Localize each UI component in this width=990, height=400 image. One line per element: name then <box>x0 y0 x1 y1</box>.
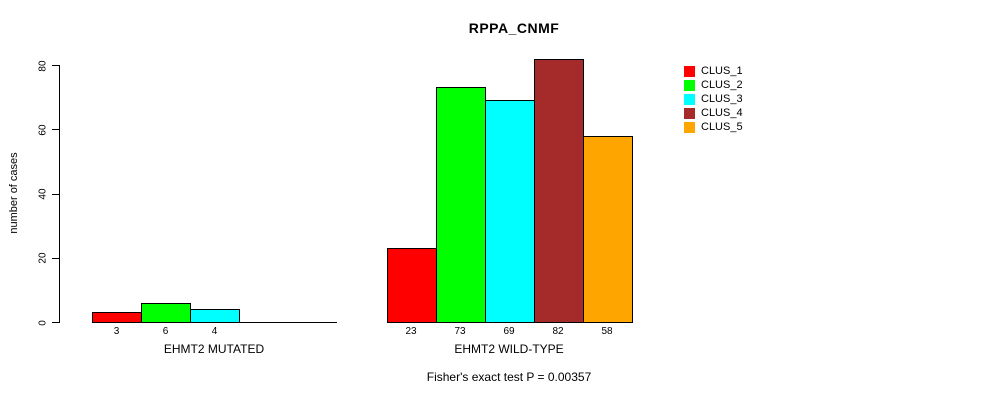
group-label-wildtype: EHMT2 WILD-TYPE <box>454 342 564 356</box>
y-tick-label: 0 <box>37 319 49 326</box>
bar-clus_2 <box>141 302 191 323</box>
chart-title: RPPA_CNMF <box>468 20 560 36</box>
bar-value-label: 69 <box>503 326 515 337</box>
y-tick <box>52 257 60 259</box>
bar-clus_1 <box>92 312 142 323</box>
bar-clus_5 <box>582 135 633 323</box>
group-label-mutated: EHMT2 MUTATED <box>163 342 265 356</box>
legend-swatch-clus_5 <box>684 122 695 133</box>
y-tick-label: 40 <box>37 188 49 200</box>
y-tick-label: 60 <box>37 124 49 136</box>
bar-value-label: 6 <box>162 326 169 337</box>
y-tick <box>52 65 60 66</box>
legend-label: CLUS_3 <box>701 93 743 105</box>
bar-value-label: 3 <box>113 326 120 337</box>
bar-clus_3 <box>190 309 240 323</box>
bar-value-label: 4 <box>211 326 218 337</box>
legend-label: CLUS_1 <box>701 65 743 77</box>
legend-swatch-clus_1 <box>684 66 695 77</box>
bar-clus_4 <box>533 58 584 323</box>
legend-swatch-clus_4 <box>684 108 695 119</box>
bar-value-label: 73 <box>454 326 466 337</box>
bar-clus_2 <box>435 87 486 323</box>
bar-clus_1 <box>386 248 437 323</box>
legend-swatch-clus_3 <box>684 94 695 105</box>
legend-label: CLUS_2 <box>701 79 743 91</box>
legend-label: CLUS_5 <box>701 121 743 133</box>
bar-value-label: 58 <box>601 326 613 337</box>
bar-clus_3 <box>484 100 535 323</box>
bar-value-label: 23 <box>405 326 417 337</box>
y-tick <box>52 322 60 323</box>
legend-label: CLUS_4 <box>701 107 743 119</box>
y-tick <box>52 129 60 131</box>
y-axis-title: number of cases <box>8 152 20 234</box>
legend-swatch-clus_2 <box>684 80 695 91</box>
y-tick <box>52 193 60 195</box>
bar-value-label: 82 <box>552 326 564 337</box>
fisher-test-footnote: Fisher's exact test P = 0.00357 <box>426 370 592 384</box>
y-tick-label: 80 <box>37 59 49 72</box>
y-tick-label: 20 <box>37 252 49 264</box>
